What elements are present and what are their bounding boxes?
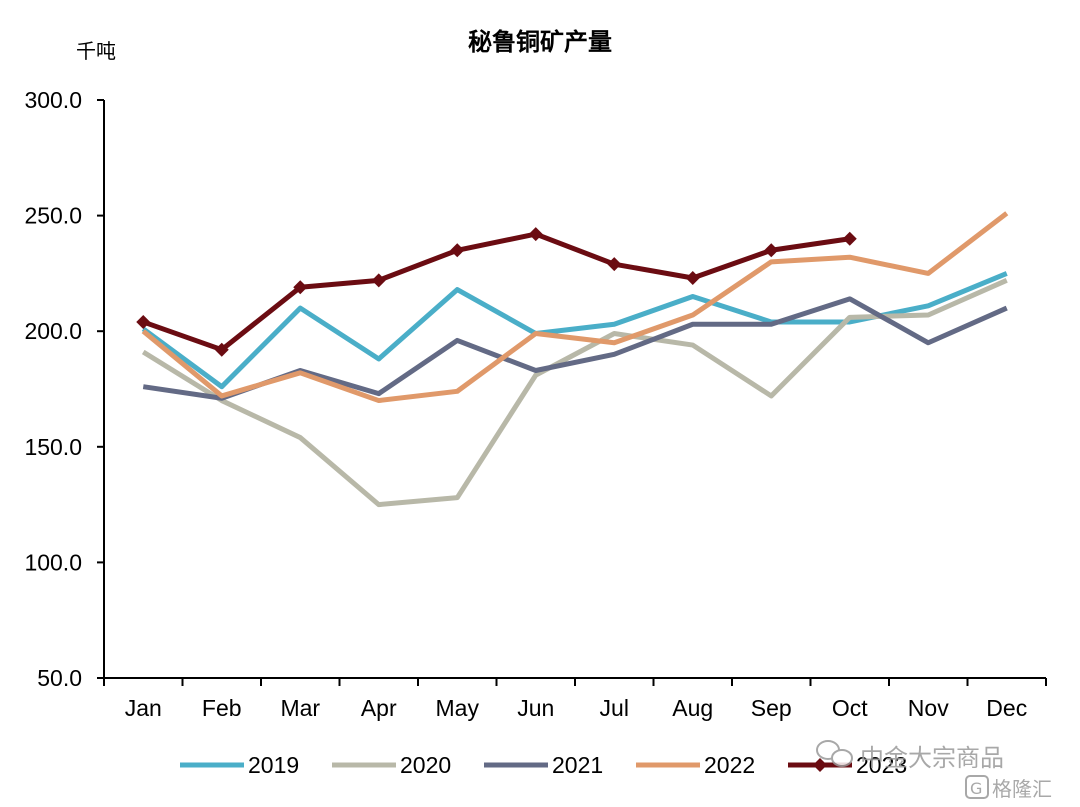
y-tick-label: 250.0 <box>24 203 82 229</box>
data-point-2023 <box>371 273 386 288</box>
axes: 50.0 100.0 150.0 200.0 250.0 300.0 Jan Feb Mar Ap… <box>24 87 1047 721</box>
legend-label-2019: 2019 <box>248 752 299 778</box>
data-point-2023 <box>293 280 308 295</box>
series-line-2019 <box>141 271 1008 390</box>
x-tick-label: Nov <box>908 695 949 721</box>
data-point-2023 <box>136 314 151 329</box>
series-line-2022 <box>141 211 1009 404</box>
x-tick-label: Sep <box>751 695 792 721</box>
legend-label-2021: 2021 <box>552 752 603 778</box>
x-tick-label: Jul <box>600 695 629 721</box>
legend: 2019 2020 2021 2022 2023 <box>180 752 907 778</box>
x-tick-label: Oct <box>832 695 868 721</box>
x-tick-label: Dec <box>986 695 1027 721</box>
y-tick-label: 100.0 <box>24 549 82 575</box>
series-group <box>136 211 1009 508</box>
y-tick-label: 200.0 <box>24 318 82 344</box>
x-tick-label: May <box>436 695 480 721</box>
data-point-2023 <box>528 227 543 242</box>
gelonghui-logo-icon: G <box>965 775 989 799</box>
data-point-2023 <box>764 243 779 258</box>
y-tick-label: 50.0 <box>37 665 82 691</box>
wechat-icon <box>816 740 853 767</box>
series-line-2023 <box>142 231 851 353</box>
legend-label-2022: 2022 <box>704 752 755 778</box>
svg-text:G: G <box>970 779 982 798</box>
chart-title: 秘鲁铜矿产量 <box>468 28 612 56</box>
x-tick-label: Aug <box>672 695 713 721</box>
legend-marker-2023 <box>813 758 827 772</box>
x-tick-label: Jun <box>517 695 554 721</box>
y-tick-label: 300.0 <box>24 87 82 113</box>
data-point-2023 <box>685 271 700 286</box>
data-point-2023 <box>214 342 229 357</box>
data-point-2023 <box>450 243 465 258</box>
legend-label-2023: 2023 <box>856 752 907 778</box>
x-tick-label: Feb <box>202 695 242 721</box>
watermark-text: 中金大宗商品 <box>860 744 1004 772</box>
data-point-2023 <box>842 231 857 246</box>
x-tick-label: Jan <box>125 695 162 721</box>
watermark-source-text: 格隆汇 <box>992 777 1052 801</box>
data-point-2023 <box>607 257 622 272</box>
y-tick-label: 150.0 <box>24 434 82 460</box>
y-axis-unit-label: 千吨 <box>76 39 116 63</box>
watermark: 中金大宗商品 G 格隆汇 <box>816 740 1052 801</box>
x-tick-label: Apr <box>361 695 397 721</box>
series-line-2020 <box>141 278 1008 508</box>
legend-label-2020: 2020 <box>400 752 451 778</box>
x-tick-label: Mar <box>280 695 320 721</box>
